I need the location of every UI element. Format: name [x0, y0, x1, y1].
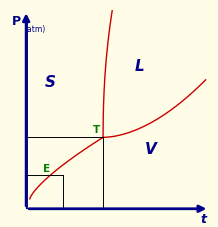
- Text: L: L: [135, 59, 145, 74]
- Text: (atm): (atm): [24, 25, 46, 34]
- Text: V: V: [145, 142, 157, 157]
- Text: E: E: [43, 163, 50, 173]
- Text: S: S: [44, 74, 55, 89]
- Text: t: t: [201, 212, 207, 225]
- Text: P: P: [12, 15, 21, 28]
- Text: T: T: [93, 125, 100, 135]
